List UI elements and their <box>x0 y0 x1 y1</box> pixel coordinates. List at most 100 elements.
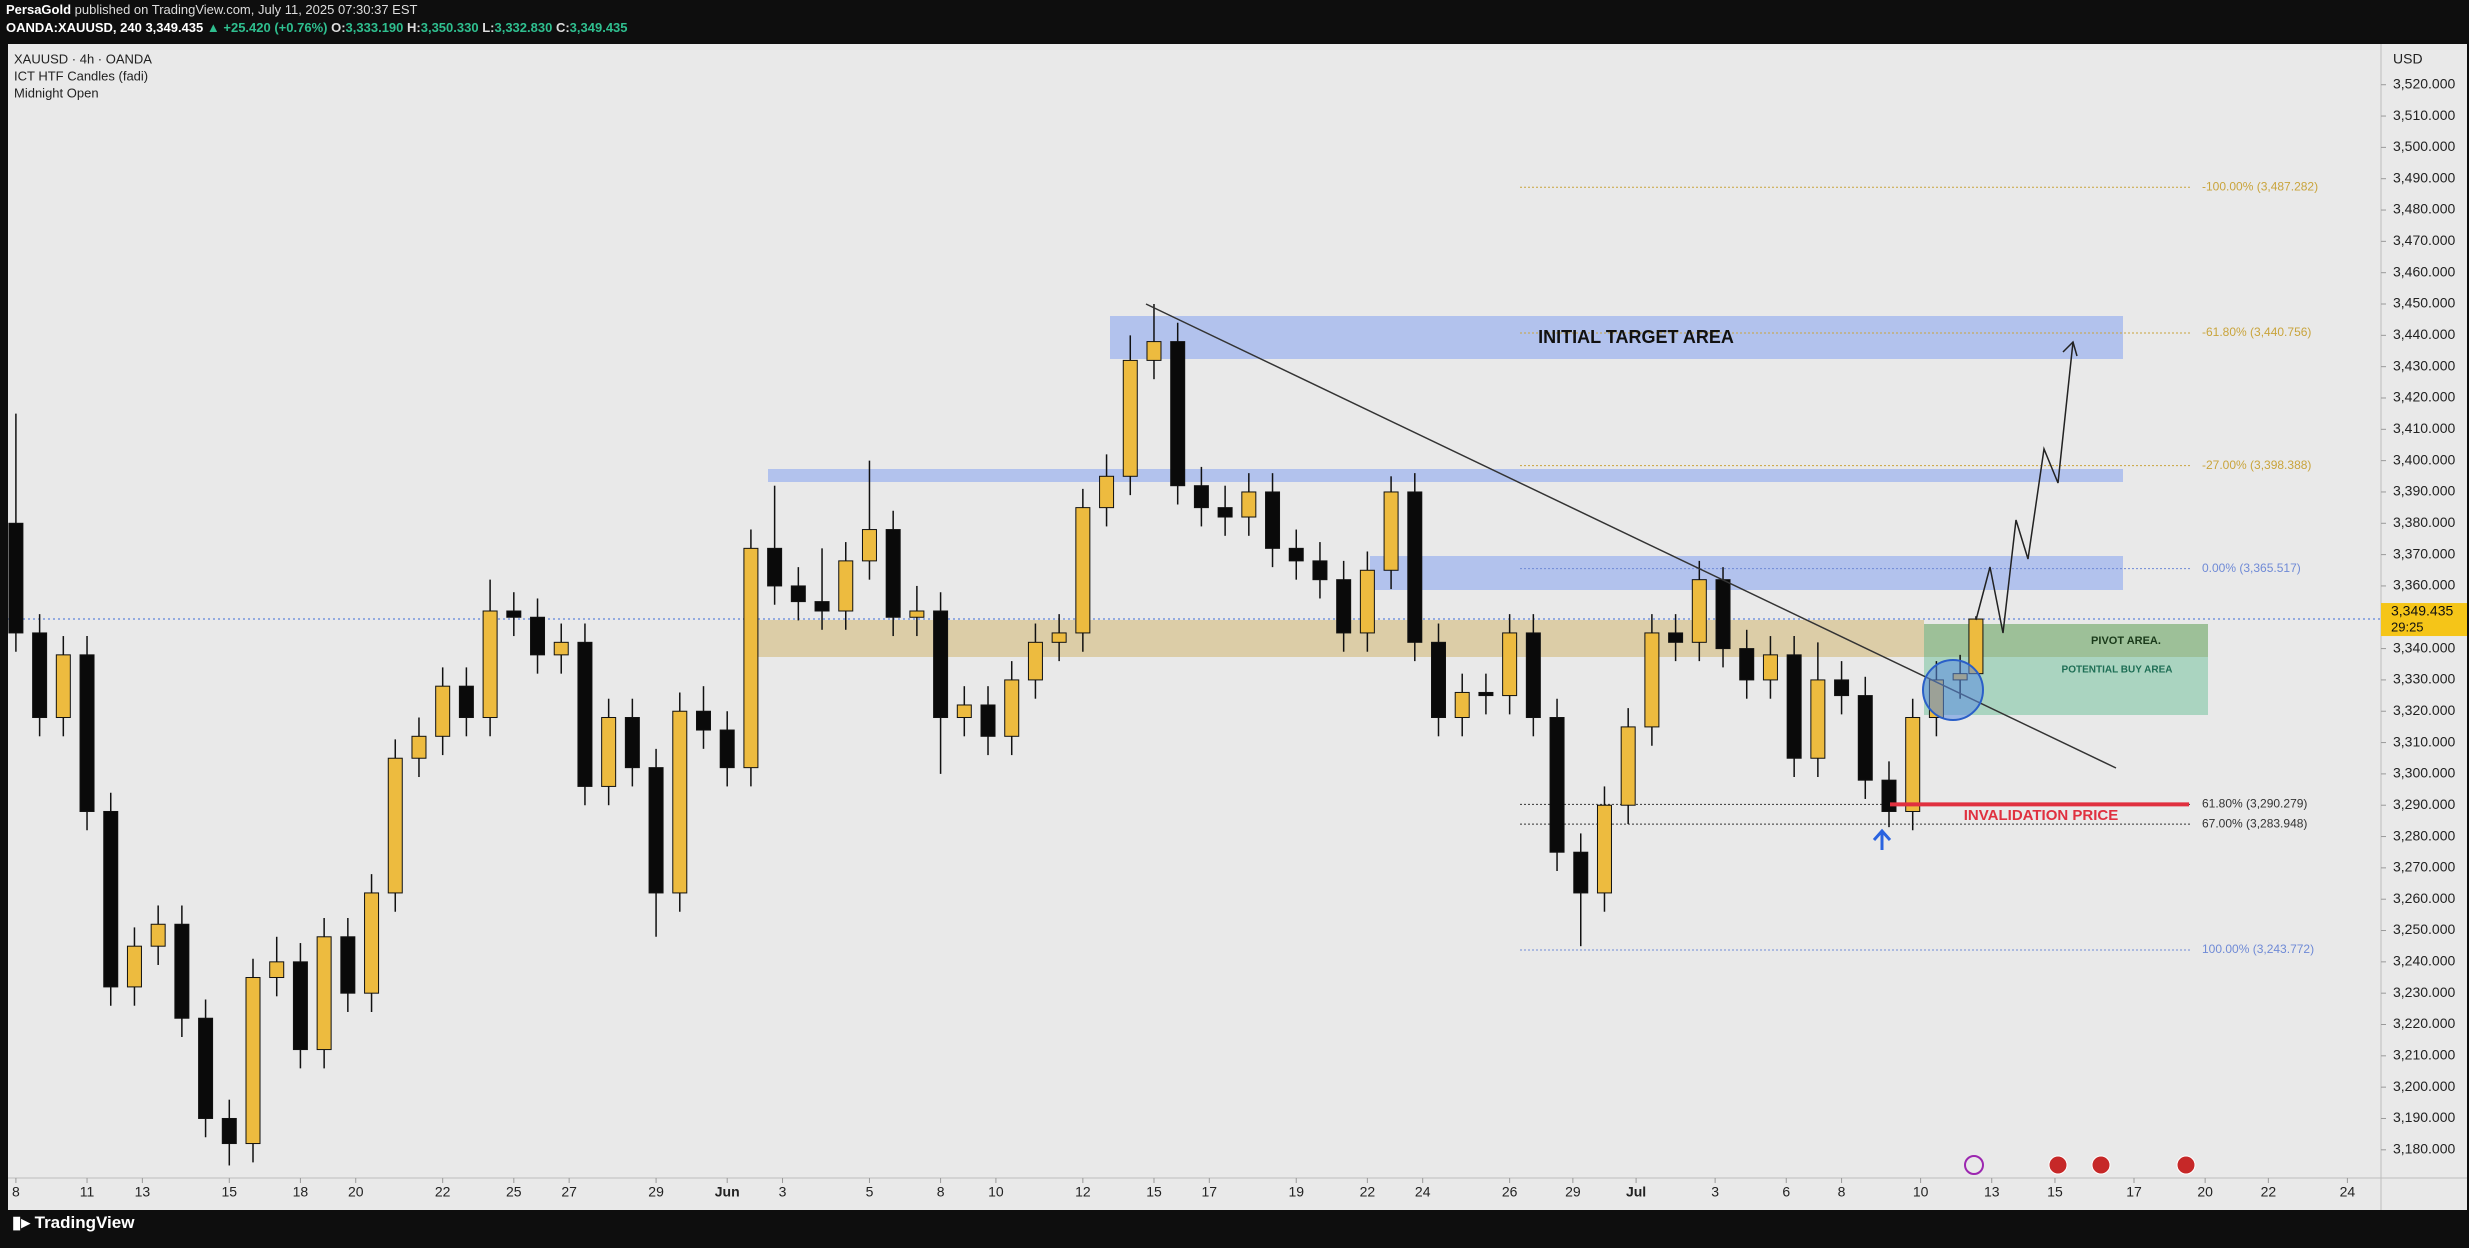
candle-body <box>1407 491 1423 643</box>
y-tick-label: 3,520.000 <box>2393 75 2455 91</box>
candle-body <box>1691 579 1707 643</box>
candle-body <box>1193 485 1209 509</box>
entry-circle <box>1922 659 1984 721</box>
candle-body <box>624 717 640 769</box>
candle-body <box>1620 726 1636 806</box>
chart-pane <box>8 44 2381 1178</box>
symbol: OANDA:XAUUSD, 240 <box>6 20 142 35</box>
candle-body <box>1454 691 1470 719</box>
candle-body <box>530 616 546 656</box>
y-tick-label: 3,230.000 <box>2393 984 2455 1000</box>
candle-body <box>103 810 119 988</box>
price: 3,349.435 <box>145 20 203 35</box>
header-line: PersaGold published on TradingView.com, … <box>6 2 418 17</box>
y-tick-label: 3,320.000 <box>2393 702 2455 718</box>
y-tick-label: 3,360.000 <box>2393 577 2455 593</box>
x-tick-label: 17 <box>1202 1184 1218 1200</box>
y-tick-label: 3,300.000 <box>2393 765 2455 781</box>
ohlc-value: 3,349.435 <box>570 20 628 35</box>
fib-label: 67.00% (3,283.948) <box>2202 816 2307 830</box>
candle-body <box>861 529 877 562</box>
x-tick-label: 5 <box>866 1184 874 1200</box>
candle-body <box>1549 717 1565 853</box>
x-tick-label: 27 <box>561 1184 577 1200</box>
pivot-zone <box>1924 624 2208 657</box>
fib-label: -61.80% (3,440.756) <box>2202 325 2311 339</box>
annotation: INITIAL TARGET AREA <box>1538 327 1734 347</box>
fib-label: -100.00% (3,487.282) <box>2202 179 2318 193</box>
candle-body <box>814 601 830 612</box>
published: published on TradingView.com, July 11, 2… <box>75 2 418 17</box>
candle-body <box>1478 691 1494 697</box>
y-tick-label: 3,190.000 <box>2393 1109 2455 1125</box>
ohlc-value: 3,333.190 <box>346 20 404 35</box>
candle-body <box>980 704 996 737</box>
fib-label: 61.80% (3,290.279) <box>2202 797 2307 811</box>
fib-label: 0.00% (3,365.517) <box>2202 561 2301 575</box>
event-icon[interactable] <box>2091 1155 2111 1175</box>
candle-body <box>1644 632 1660 728</box>
time-axis <box>8 1178 2467 1210</box>
y-tick-label: 3,330.000 <box>2393 671 2455 687</box>
candle-body <box>601 717 617 787</box>
y-tick-label: 3,220.000 <box>2393 1015 2455 1031</box>
y-tick-label: 3,460.000 <box>2393 263 2455 279</box>
candle-body <box>1051 632 1067 643</box>
candle-body <box>387 757 403 894</box>
candle-body <box>506 610 522 618</box>
candle-body <box>1359 569 1375 634</box>
y-tick-label: 3,430.000 <box>2393 357 2455 373</box>
candle-body <box>245 977 261 1145</box>
x-tick-label: 17 <box>2126 1184 2142 1200</box>
ohlc-key: O: <box>331 20 345 35</box>
candle-body <box>150 923 166 947</box>
x-tick-label: Jul <box>1626 1184 1646 1200</box>
y-tick-label: 3,450.000 <box>2393 295 2455 311</box>
candle-body <box>79 654 95 812</box>
candle-body <box>126 945 142 988</box>
fib-label: 100.00% (3,243.772) <box>2202 942 2314 956</box>
event-icon[interactable] <box>2048 1155 2068 1175</box>
y-tick-label: 3,380.000 <box>2393 514 2455 530</box>
fib-label: -27.00% (3,398.388) <box>2202 458 2311 472</box>
x-tick-label: 18 <box>293 1184 309 1200</box>
y-tick-label: 3,390.000 <box>2393 483 2455 499</box>
candle-body <box>909 610 925 618</box>
x-tick-label: 22 <box>2261 1184 2277 1200</box>
x-tick-label: Jun <box>715 1184 740 1200</box>
candle-body <box>1786 654 1802 759</box>
event-icon[interactable] <box>2176 1155 2196 1175</box>
candle-body <box>1810 679 1826 759</box>
candle-body <box>458 685 474 719</box>
candle-body <box>1027 641 1043 681</box>
x-tick-label: 24 <box>2340 1184 2356 1200</box>
candle-body <box>1668 632 1684 643</box>
chart-title: XAUUSD · 4h · OANDA <box>14 51 152 66</box>
annotation: PIVOT AREA. <box>2091 635 2161 647</box>
candle-body <box>790 585 806 603</box>
candle-body <box>648 767 664 894</box>
y-tick-label: 3,480.000 <box>2393 201 2455 217</box>
candle-body <box>1431 641 1447 719</box>
candle-body <box>198 1017 214 1119</box>
candle-body <box>743 547 759 769</box>
candle-body <box>577 641 593 787</box>
annotation: INVALIDATION PRICE <box>1964 807 2118 824</box>
candle-body <box>933 610 949 719</box>
x-tick-label: 10 <box>988 1184 1004 1200</box>
up-arrow <box>1872 828 1892 850</box>
candle-body <box>1596 804 1612 894</box>
candle-body <box>269 961 285 979</box>
x-tick-label: 13 <box>1984 1184 2000 1200</box>
last-price-label: 3,349.435 <box>2391 603 2453 619</box>
candle-body <box>719 729 735 769</box>
candle-body <box>838 560 854 612</box>
countdown: 29:25 <box>2391 619 2424 634</box>
candle-body <box>695 710 711 731</box>
candle-body <box>767 547 783 587</box>
x-tick-label: 3 <box>779 1184 787 1200</box>
event-icon[interactable] <box>1964 1155 1984 1175</box>
candle-body <box>1857 695 1873 781</box>
candle-body <box>1336 579 1352 634</box>
target-zone <box>1110 316 2123 359</box>
